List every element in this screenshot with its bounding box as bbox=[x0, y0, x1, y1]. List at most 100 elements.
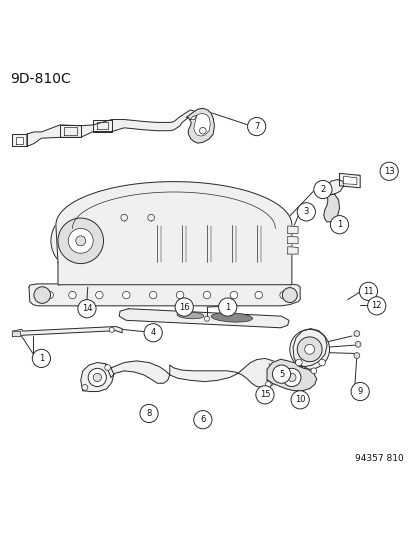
Circle shape bbox=[34, 287, 50, 303]
Circle shape bbox=[367, 297, 385, 315]
Text: 9: 9 bbox=[357, 387, 362, 396]
Text: 1: 1 bbox=[225, 303, 230, 312]
Polygon shape bbox=[266, 359, 316, 391]
Circle shape bbox=[295, 359, 301, 366]
Circle shape bbox=[218, 298, 236, 316]
Circle shape bbox=[310, 368, 316, 374]
Polygon shape bbox=[29, 284, 299, 306]
Circle shape bbox=[203, 292, 210, 299]
Polygon shape bbox=[292, 329, 326, 367]
Circle shape bbox=[46, 292, 53, 299]
Polygon shape bbox=[27, 110, 194, 147]
Polygon shape bbox=[56, 182, 291, 285]
Circle shape bbox=[265, 382, 271, 387]
Circle shape bbox=[204, 316, 209, 321]
Text: 6: 6 bbox=[200, 415, 205, 424]
Text: 7: 7 bbox=[254, 122, 259, 131]
Circle shape bbox=[51, 211, 110, 271]
Circle shape bbox=[272, 365, 290, 383]
Text: 15: 15 bbox=[259, 390, 270, 399]
Circle shape bbox=[354, 342, 360, 347]
Polygon shape bbox=[93, 119, 112, 132]
Polygon shape bbox=[343, 176, 356, 184]
Text: 94357 810: 94357 810 bbox=[354, 454, 403, 463]
Circle shape bbox=[358, 282, 377, 301]
Polygon shape bbox=[193, 114, 210, 136]
Polygon shape bbox=[81, 362, 114, 392]
Circle shape bbox=[289, 329, 329, 369]
Circle shape bbox=[147, 214, 154, 221]
Text: 5: 5 bbox=[278, 370, 283, 378]
Circle shape bbox=[144, 324, 162, 342]
Polygon shape bbox=[323, 194, 339, 222]
Ellipse shape bbox=[177, 312, 203, 319]
Polygon shape bbox=[169, 358, 281, 387]
Circle shape bbox=[78, 300, 96, 318]
Circle shape bbox=[254, 292, 262, 299]
Circle shape bbox=[82, 384, 88, 390]
Text: 2: 2 bbox=[320, 185, 325, 194]
Text: 11: 11 bbox=[362, 287, 373, 296]
Circle shape bbox=[193, 410, 211, 429]
Polygon shape bbox=[60, 125, 81, 138]
Polygon shape bbox=[339, 173, 359, 188]
Polygon shape bbox=[190, 115, 196, 119]
Text: 14: 14 bbox=[81, 304, 92, 313]
Text: 1: 1 bbox=[39, 354, 44, 363]
Text: 12: 12 bbox=[370, 301, 381, 310]
Polygon shape bbox=[287, 247, 297, 254]
Circle shape bbox=[304, 344, 314, 354]
Circle shape bbox=[175, 298, 193, 316]
Ellipse shape bbox=[211, 313, 252, 322]
Circle shape bbox=[140, 405, 158, 423]
Text: 13: 13 bbox=[383, 167, 394, 176]
Text: 9D-810C: 9D-810C bbox=[10, 72, 71, 86]
Circle shape bbox=[282, 368, 300, 386]
Polygon shape bbox=[287, 236, 297, 244]
Text: 10: 10 bbox=[294, 395, 305, 405]
Circle shape bbox=[32, 349, 50, 368]
Polygon shape bbox=[324, 180, 343, 195]
Circle shape bbox=[76, 236, 85, 246]
Circle shape bbox=[199, 127, 206, 134]
Polygon shape bbox=[12, 327, 122, 336]
Circle shape bbox=[282, 288, 297, 303]
Circle shape bbox=[318, 359, 325, 366]
Text: 16: 16 bbox=[178, 303, 189, 312]
Circle shape bbox=[58, 218, 103, 264]
Text: 4: 4 bbox=[150, 328, 155, 337]
Circle shape bbox=[109, 327, 114, 333]
Polygon shape bbox=[287, 226, 297, 233]
Circle shape bbox=[350, 382, 368, 401]
Circle shape bbox=[353, 353, 359, 358]
Polygon shape bbox=[119, 309, 288, 328]
Circle shape bbox=[297, 337, 321, 362]
Polygon shape bbox=[16, 137, 23, 144]
Circle shape bbox=[230, 292, 237, 299]
Circle shape bbox=[290, 391, 309, 409]
Circle shape bbox=[297, 203, 315, 221]
Circle shape bbox=[69, 292, 76, 299]
Polygon shape bbox=[97, 122, 108, 129]
Circle shape bbox=[93, 373, 101, 382]
Polygon shape bbox=[64, 127, 77, 135]
Polygon shape bbox=[12, 331, 20, 336]
Text: 1: 1 bbox=[336, 220, 341, 229]
Text: 3: 3 bbox=[303, 207, 308, 216]
Circle shape bbox=[287, 373, 295, 382]
Circle shape bbox=[379, 162, 397, 180]
Circle shape bbox=[88, 368, 106, 386]
Circle shape bbox=[121, 214, 127, 221]
Polygon shape bbox=[186, 108, 214, 143]
Circle shape bbox=[95, 292, 103, 299]
Circle shape bbox=[247, 117, 265, 136]
Circle shape bbox=[122, 292, 130, 299]
Circle shape bbox=[149, 292, 157, 299]
Circle shape bbox=[255, 386, 273, 404]
Circle shape bbox=[353, 330, 359, 336]
Text: 8: 8 bbox=[146, 409, 151, 418]
Circle shape bbox=[104, 365, 110, 370]
Polygon shape bbox=[105, 361, 169, 383]
Circle shape bbox=[279, 292, 287, 299]
Circle shape bbox=[176, 292, 183, 299]
